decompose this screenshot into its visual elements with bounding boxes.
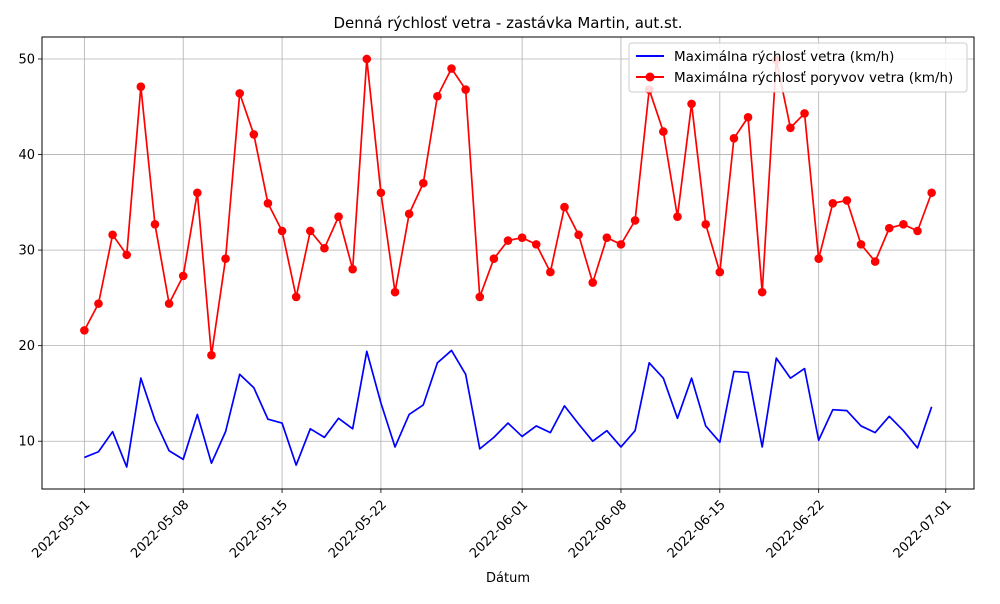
data-point [122,250,132,260]
y-tick-label: 10 [18,435,35,450]
legend-marker-gust [645,72,655,82]
data-point [743,112,753,122]
data-point [306,226,315,236]
data-point [150,219,160,229]
data-point [757,287,767,297]
y-tick-label: 40 [18,148,35,163]
y-tick-label: 20 [18,339,35,354]
data-point [913,226,922,236]
y-tick-label: 50 [18,52,35,67]
data-point [531,240,541,249]
data-point [884,223,894,233]
data-point [207,350,216,360]
x-tick-label: 2022-05-22 [326,497,390,561]
data-point [630,216,640,225]
data-point [235,89,244,98]
chart-title: Denná rýchlosť vetra - zastávka Martin, … [333,14,682,32]
data-point [927,188,936,198]
x-tick-label: 2022-06-08 [566,497,630,561]
plot-frame [41,36,975,490]
data-point [348,264,357,274]
x-tick-label: 2022-06-22 [764,497,828,561]
series-layer [80,54,936,468]
data-point [560,202,569,212]
data-point [786,123,795,133]
data-point [489,254,499,263]
series-line-0 [84,349,933,468]
data-point [715,267,725,277]
data-point [842,196,852,205]
x-tick-label: 2022-06-15 [665,497,729,561]
data-point [193,188,202,198]
data-point [503,236,513,245]
data-point [249,130,259,139]
data-point [616,240,626,249]
data-point [291,292,301,302]
x-tick-label: 2022-05-08 [128,497,192,561]
data-point [320,243,329,253]
x-axis-ticks: 2022-05-01 2022-05-08 2022-05-15 2022-05-22… [29,489,955,561]
x-tick-label: 2022-06-01 [467,497,531,561]
data-point [729,133,739,143]
data-point [602,233,612,242]
legend-label-gust: Maximálna rýchlosť poryvov vetra (km/h) [674,70,953,86]
data-point [277,226,287,236]
data-point [433,91,442,101]
x-axis-label: Dátum [486,571,530,586]
data-point [80,326,89,335]
grid [42,37,974,489]
data-point [701,219,710,229]
data-point [814,254,823,263]
y-tick-label: 30 [18,244,35,259]
series-line-1 [83,58,933,357]
data-point [404,209,414,219]
data-point [856,240,866,249]
legend: Maximálna rýchlosť vetra (km/h) Maximáln… [628,42,968,93]
data-point [390,287,400,297]
data-point [164,299,174,308]
data-point [136,82,146,91]
x-tick-label: 2022-05-01 [29,497,93,561]
data-point [659,127,668,136]
legend-box [628,42,968,93]
data-point [94,299,103,308]
data-point [687,99,696,109]
data-point [828,198,838,208]
data-point [574,230,583,240]
data-point [870,257,880,266]
data-point [475,292,485,302]
x-tick-label: 2022-07-01 [891,497,955,561]
data-point [418,178,428,188]
data-point [263,198,273,208]
y-axis-ticks: 10 20 30 40 50 [18,52,42,450]
data-point [461,85,470,94]
legend-label-wind: Maximálna rýchlosť vetra (km/h) [674,49,894,65]
data-point [673,212,682,221]
data-point [800,109,809,118]
data-point [178,271,188,281]
data-point [108,230,117,240]
data-point [899,219,908,229]
data-point [517,233,527,242]
data-point [546,267,555,277]
x-tick-label: 2022-05-15 [227,497,291,561]
data-point [334,212,343,221]
data-point [588,278,598,287]
data-point [447,64,456,73]
data-point [376,188,386,198]
data-point [362,54,372,64]
data-point [221,254,230,263]
